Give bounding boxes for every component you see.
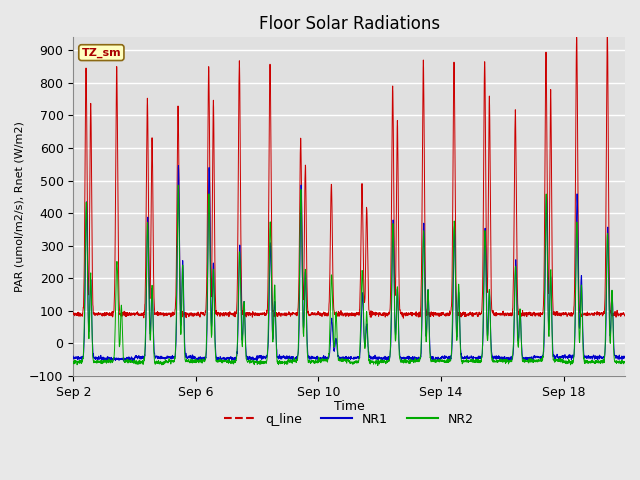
Text: TZ_sm: TZ_sm: [81, 48, 121, 58]
Title: Floor Solar Radiations: Floor Solar Radiations: [259, 15, 440, 33]
Y-axis label: PAR (umol/m2/s), Rnet (W/m2): PAR (umol/m2/s), Rnet (W/m2): [15, 121, 25, 292]
X-axis label: Time: Time: [333, 400, 365, 413]
Legend: q_line, NR1, NR2: q_line, NR1, NR2: [219, 408, 479, 431]
